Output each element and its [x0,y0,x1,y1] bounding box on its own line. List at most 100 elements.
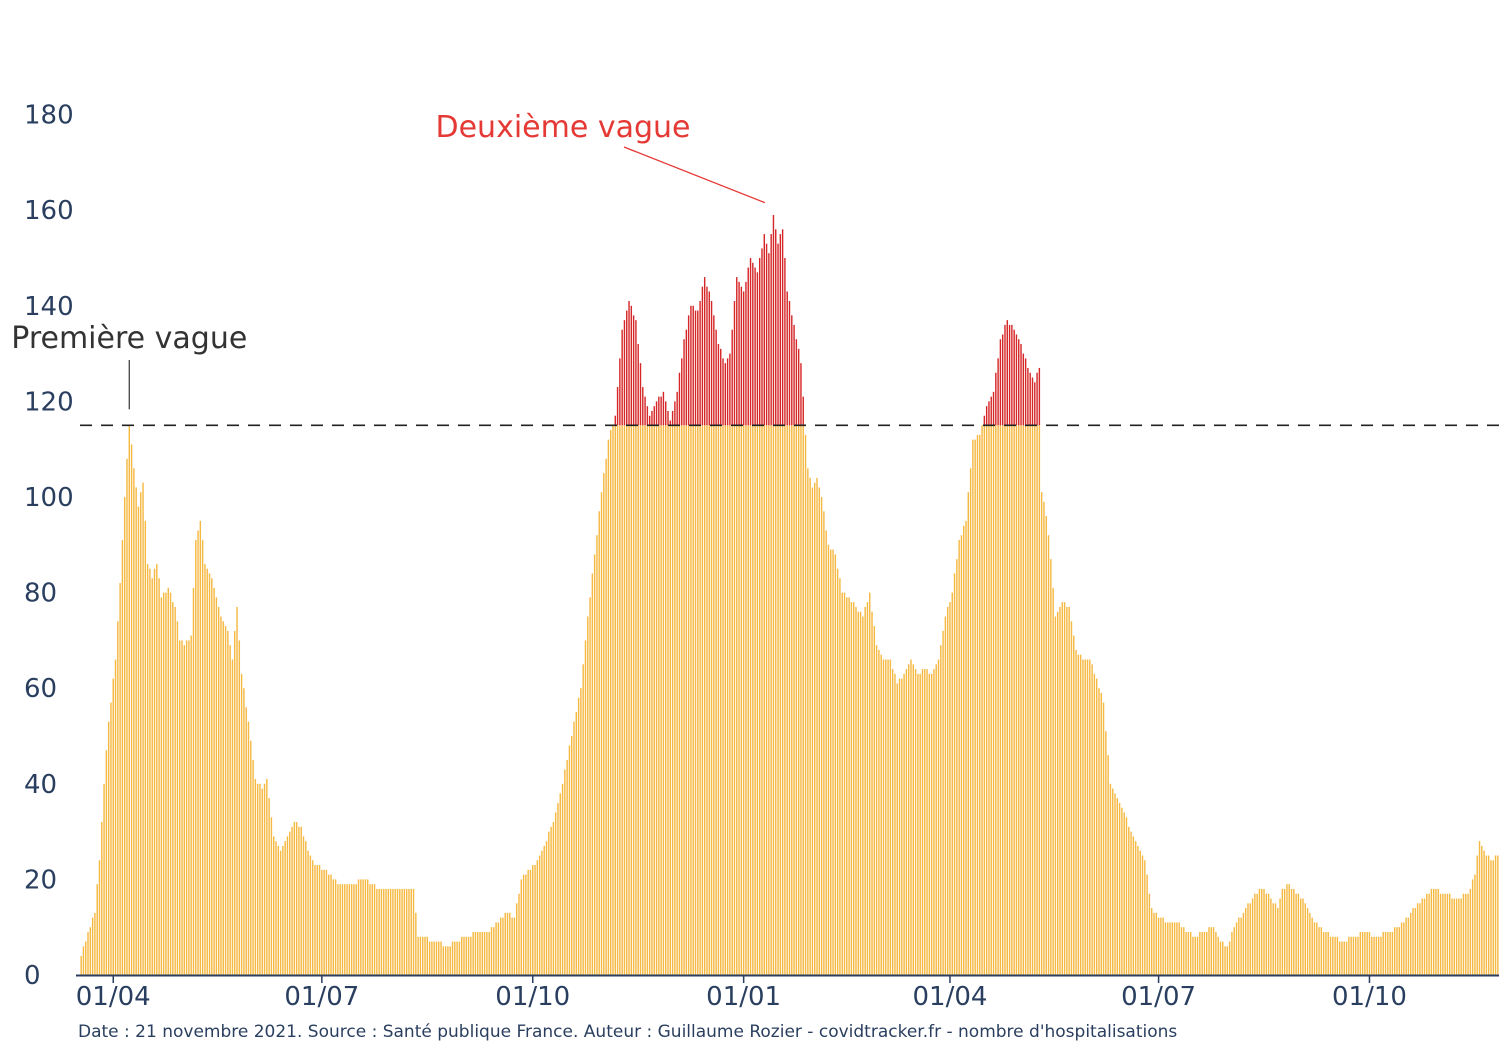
bar-excess [1011,324,1013,426]
bar [1157,917,1160,975]
x-tick-label: 01/10 [1332,982,1407,1012]
bar [779,425,782,975]
bar [1189,931,1192,975]
bar [419,936,422,975]
bar [399,888,401,975]
bar [460,936,463,975]
bar [311,860,314,975]
bar [135,487,137,975]
bar [600,492,603,975]
bar [1453,898,1456,975]
bar [653,425,655,975]
bar [1194,936,1196,975]
bar-excess [651,410,653,426]
annotation-deuxieme-vague: Deuxième vague [436,110,691,145]
bar-excess [731,329,733,426]
bar-excess [995,372,997,426]
bar [1095,678,1098,975]
bar [1329,936,1332,975]
bar-excess [619,358,621,426]
bar-excess [623,320,626,426]
bar [1412,908,1414,975]
bar [919,673,921,975]
bar [355,884,357,975]
bar [1357,936,1359,975]
bar [1052,587,1054,975]
y-tick-label: 160 [24,196,74,226]
y-tick-label: 0 [24,961,41,991]
bar [1405,917,1407,975]
bar-excess [621,329,623,426]
bar-excess [648,415,651,426]
bar [917,673,919,975]
bar [153,568,156,975]
bar [1368,931,1371,975]
bar [454,941,456,975]
bar [206,568,208,975]
bar [830,549,832,975]
bar [1107,755,1109,975]
bar [1396,927,1398,975]
bar [254,779,257,975]
bar-excess [736,277,738,426]
bar [768,425,770,975]
bar [1219,941,1222,975]
bar [1222,941,1224,975]
bar [862,616,864,975]
bar [898,678,901,975]
bar [953,573,956,975]
bar [1384,931,1387,975]
bar [1288,884,1290,975]
bar [662,425,665,975]
bar [1070,621,1073,975]
bar [1057,611,1059,975]
bar [1075,649,1077,975]
bar [222,621,224,975]
bar [999,425,1002,975]
bar-excess [658,396,660,426]
bar [697,425,699,975]
bar [408,888,410,975]
bar-excess [752,262,754,426]
bar [236,606,238,975]
bar [1079,654,1082,975]
bar [1141,855,1144,975]
bar [103,783,105,975]
bar [142,482,144,975]
bar [1494,855,1497,975]
bar [1309,912,1311,975]
bar [967,492,970,975]
bar [763,425,765,975]
bar [1446,893,1449,975]
bar [1497,855,1499,975]
bar [584,640,587,975]
bar [894,673,896,975]
bar [309,855,312,975]
bar [880,654,882,975]
bar [305,841,307,975]
bar [176,621,179,975]
bar [211,578,213,975]
bar [612,425,614,975]
bar [234,630,236,975]
bar [1320,927,1323,975]
bar [1377,936,1380,975]
bar [394,888,396,975]
bar [302,836,305,975]
bar [353,884,355,975]
bar [1031,425,1034,975]
bar [291,826,293,975]
bar [827,544,830,975]
bar [958,540,960,975]
bar [227,630,229,975]
bar [568,745,571,975]
bar [1366,931,1368,975]
bar [724,425,727,975]
bar [1242,912,1245,975]
bar [1375,936,1378,975]
bar [1034,425,1036,975]
bar [91,917,94,975]
bar [541,850,543,975]
bar [197,530,199,975]
bar [94,912,96,975]
